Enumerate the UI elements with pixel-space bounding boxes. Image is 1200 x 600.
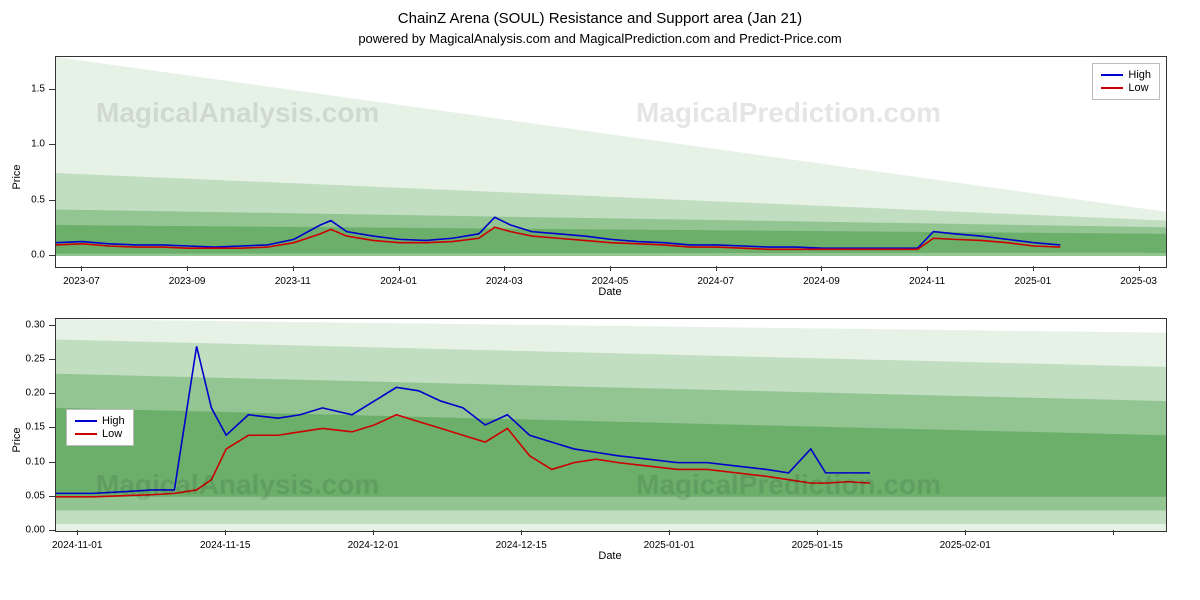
xtick	[293, 266, 294, 271]
ytick-label: 0.10	[26, 456, 45, 467]
ytick	[49, 427, 55, 428]
title-block: ChainZ Arena (SOUL) Resistance and Suppo…	[10, 10, 1190, 46]
ytick	[49, 530, 55, 531]
xtick-label: 2025-03	[1120, 276, 1157, 287]
ytick	[49, 393, 55, 394]
xtick-label: 2024-11-01	[52, 540, 102, 551]
legend-label-high: High	[1128, 69, 1151, 81]
ytick	[49, 359, 55, 360]
bottom-chart: MagicalAnalysis.com MagicalPrediction.co…	[55, 318, 1167, 532]
xtick-label: 2024-05	[592, 276, 629, 287]
ytick	[49, 200, 55, 201]
xtick-label: 2024-12-15	[496, 540, 547, 551]
xtick-label: 2025-01-01	[644, 540, 695, 551]
xtick	[504, 266, 505, 271]
xtick	[1139, 266, 1140, 271]
ytick-label: 1.5	[31, 84, 45, 95]
legend-line-high	[1101, 74, 1123, 76]
xtick	[817, 530, 818, 535]
bottom-chart-svg	[56, 319, 1166, 531]
xtick-label: 2023-07	[63, 276, 100, 287]
legend-line-low	[75, 433, 97, 435]
ytick-label: 0.30	[26, 319, 45, 330]
xtick-label: 2023-09	[169, 276, 206, 287]
xtick	[373, 530, 374, 535]
xtick-label: 2024-03	[486, 276, 523, 287]
xtick	[610, 266, 611, 271]
ytick	[49, 144, 55, 145]
xtick	[927, 266, 928, 271]
xtick	[521, 530, 522, 535]
ytick	[49, 325, 55, 326]
xtick	[1113, 530, 1114, 535]
legend-item-low: Low	[75, 428, 125, 440]
bottom-chart-wrap: Price MagicalAnalysis.com MagicalPredict…	[55, 318, 1165, 562]
legend-label-low: Low	[1128, 82, 1148, 94]
xtick	[821, 266, 822, 271]
legend: High Low	[66, 409, 134, 446]
xtick	[81, 266, 82, 271]
legend-item-high: High	[1101, 69, 1151, 81]
ytick-label: 0.20	[26, 388, 45, 399]
legend: High Low	[1092, 63, 1160, 100]
legend-line-high	[75, 420, 97, 422]
chart-title: ChainZ Arena (SOUL) Resistance and Suppo…	[10, 10, 1190, 27]
top-chart-wrap: Price MagicalAnalysis.com MagicalPredict…	[55, 56, 1165, 298]
xtick-label: 2023-11	[275, 276, 311, 287]
legend-line-low	[1101, 87, 1123, 89]
xtick	[716, 266, 717, 271]
top-chart: MagicalAnalysis.com MagicalPrediction.co…	[55, 56, 1167, 268]
ytick-label: 0.05	[26, 490, 45, 501]
legend-label-high: High	[102, 415, 125, 427]
ytick-label: 0.00	[26, 525, 45, 536]
xtick	[1033, 266, 1034, 271]
bottom-ylabel: Price	[11, 427, 23, 452]
chart-subtitle: powered by MagicalAnalysis.com and Magic…	[10, 31, 1190, 46]
xtick-label: 2024-11	[909, 276, 945, 287]
xtick-label: 2025-01	[1014, 276, 1051, 287]
top-xlabel: Date	[55, 286, 1165, 298]
ytick-label: 0.15	[26, 422, 45, 433]
legend-label-low: Low	[102, 428, 122, 440]
ytick-label: 1.0	[31, 139, 45, 150]
bottom-xlabel: Date	[55, 550, 1165, 562]
xtick	[225, 530, 226, 535]
ytick-label: 0.0	[31, 249, 45, 260]
ytick	[49, 255, 55, 256]
xtick	[669, 530, 670, 535]
xtick	[77, 530, 78, 535]
top-ylabel: Price	[11, 164, 23, 189]
xtick-label: 2024-12-01	[348, 540, 399, 551]
xtick-label: 2024-11-15	[200, 540, 250, 551]
ytick	[49, 462, 55, 463]
xtick-label: 2025-01-15	[792, 540, 843, 551]
ytick	[49, 89, 55, 90]
xtick-label: 2024-09	[803, 276, 840, 287]
ytick	[49, 496, 55, 497]
xtick	[187, 266, 188, 271]
legend-item-low: Low	[1101, 82, 1151, 94]
ytick-label: 0.5	[31, 194, 45, 205]
xtick-label: 2025-02-01	[940, 540, 991, 551]
legend-item-high: High	[75, 415, 125, 427]
xtick	[399, 266, 400, 271]
xtick-label: 2024-07	[697, 276, 734, 287]
top-chart-svg	[56, 57, 1166, 267]
xtick-label: 2024-01	[380, 276, 417, 287]
xtick	[965, 530, 966, 535]
ytick-label: 0.25	[26, 354, 45, 365]
